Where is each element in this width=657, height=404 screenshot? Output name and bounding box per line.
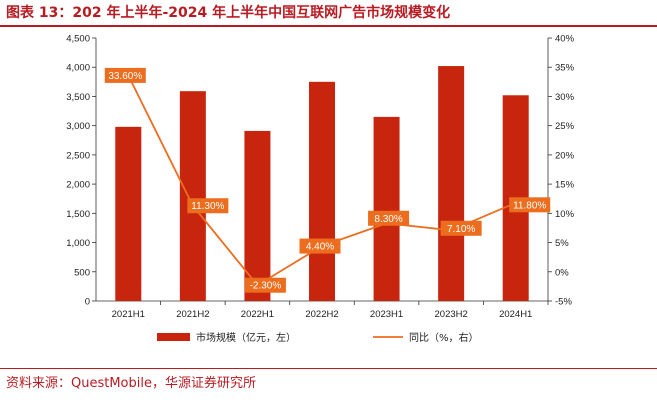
x-axis-tick-label: 2021H2: [176, 309, 209, 320]
left-axis-tick-label: 4,500: [66, 34, 90, 45]
legend-line-label: 同比（%，右）: [409, 331, 479, 344]
right-axis-tick-label: -5%: [555, 297, 572, 308]
left-axis-tick-label: 1,000: [66, 238, 90, 249]
source-note: 资料来源：QuestMobile，华源证券研究所: [6, 376, 256, 391]
bar: [244, 130, 271, 301]
data-label-box: [368, 210, 410, 226]
right-axis-tick-label: 40%: [555, 34, 575, 45]
x-axis-tick-label: 2022H2: [305, 309, 338, 320]
legend-bar-swatch: [157, 333, 190, 341]
bar: [309, 81, 335, 301]
footer-divider: [0, 368, 657, 369]
x-axis-tick-label: 2023H1: [370, 309, 403, 320]
x-axis-tick-label: 2022H1: [241, 309, 274, 320]
data-label: 4.40%: [306, 242, 334, 253]
right-axis-tick-label: 10%: [555, 209, 575, 220]
chart-title: 图表 13：202 年上半年-2024 年上半年中国互联网广告市场规模变化: [6, 5, 451, 21]
bar: [179, 91, 206, 301]
right-axis-tick-label: 25%: [555, 121, 575, 132]
right-axis-tick-label: 5%: [555, 238, 569, 249]
x-axis-tick-label: 2023H2: [435, 309, 468, 320]
left-axis-tick-label: 1,500: [66, 209, 90, 220]
bar: [438, 66, 465, 301]
right-axis-tick-label: 20%: [555, 150, 575, 161]
data-label-box: [244, 277, 286, 293]
bar: [115, 126, 142, 301]
left-axis-tick-label: 3,000: [66, 121, 90, 132]
right-axis-tick-label: 35%: [555, 63, 575, 74]
left-axis-tick-label: 4,000: [66, 63, 90, 74]
right-axis-tick-label: 0%: [555, 267, 569, 278]
left-axis-tick-label: 2,000: [66, 180, 90, 191]
x-axis-tick-label: 2021H1: [112, 309, 145, 320]
left-axis-tick-label: 500: [74, 267, 90, 278]
data-label: 7.10%: [447, 224, 475, 235]
right-axis-tick-label: 15%: [555, 180, 575, 191]
left-axis-tick-label: 0: [85, 297, 90, 308]
data-label: -2.30%: [250, 281, 282, 292]
data-label: 33.60%: [108, 71, 142, 82]
title-divider: [0, 25, 657, 27]
data-label: 11.30%: [191, 201, 224, 212]
data-label-box: [299, 238, 341, 254]
data-label-box: [440, 220, 482, 236]
bar: [373, 116, 400, 302]
chart: 0 500 1,000 1,500 2,000 2,500 3,000 3,500 4,000 4…: [66, 34, 575, 345]
data-label-box: [104, 67, 146, 83]
left-axis-tick-label: 2,500: [66, 150, 90, 161]
right-axis-tick-label: 30%: [555, 92, 575, 103]
left-axis-tick-label: 3,500: [66, 92, 90, 103]
data-label-box: [509, 197, 551, 213]
data-label: 8.30%: [374, 214, 402, 225]
data-label: 11.80%: [513, 200, 546, 211]
data-label-box: [187, 198, 229, 214]
x-axis-tick-label: 2024H1: [499, 309, 532, 320]
legend-bar-label: 市场规模（亿元，左）: [196, 331, 296, 344]
